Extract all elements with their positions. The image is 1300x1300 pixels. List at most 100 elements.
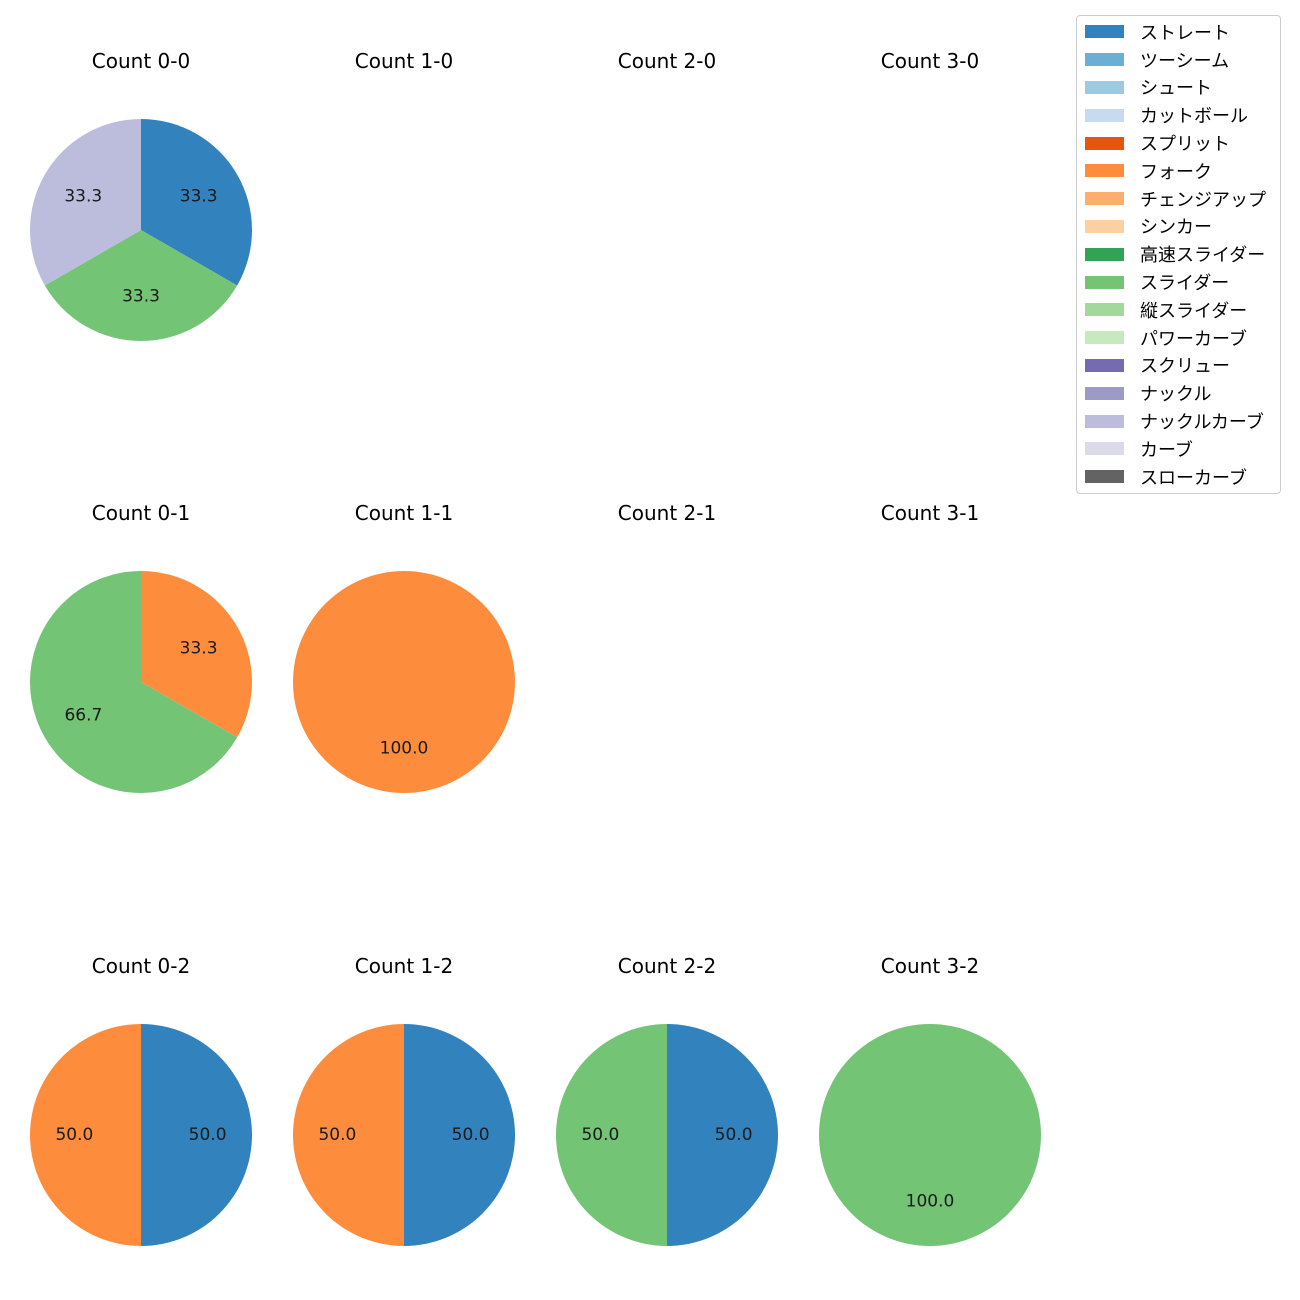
- pie-slice: [29, 119, 141, 286]
- slice-label: 50.0: [55, 1125, 93, 1145]
- pie-panel: Count 1-0: [355, 49, 453, 73]
- panel-title: Count 1-2: [355, 954, 453, 978]
- legend-label: チェンジアップ: [1140, 189, 1266, 211]
- panel-title: Count 0-1: [92, 501, 190, 525]
- legend-label: ストレート: [1140, 22, 1230, 44]
- slice-label: 33.3: [122, 287, 160, 307]
- slice-label: 66.7: [64, 705, 102, 725]
- pie-slice: [293, 571, 515, 793]
- legend-swatch: [1085, 275, 1124, 289]
- slice-label: 100.0: [906, 1192, 955, 1212]
- pie-panel: Count 3-0: [881, 49, 979, 73]
- legend-swatch: [1085, 80, 1124, 94]
- legend-swatch: [1085, 358, 1124, 372]
- legend-label: シュート: [1140, 78, 1212, 100]
- legend-item: スライダー: [1077, 268, 1280, 296]
- panel-title: Count 1-0: [355, 49, 453, 73]
- legend-label: ナックル: [1140, 384, 1212, 406]
- pie-slice: [667, 1024, 778, 1246]
- legend-label: カーブ: [1140, 439, 1193, 461]
- legend-swatch: [1085, 219, 1124, 233]
- legend-item: 縦スライダー: [1077, 296, 1280, 324]
- pie-panel: Count 0-0 33.3 33.3 33.3: [29, 49, 253, 342]
- legend-item: ナックル: [1077, 379, 1280, 407]
- panel-title: Count 2-2: [618, 954, 716, 978]
- legend-label: スクリュー: [1140, 356, 1230, 378]
- pie-panel: Count 3-1: [881, 501, 979, 525]
- legend-label: スプリット: [1140, 134, 1230, 156]
- slice-label: 33.3: [180, 639, 218, 659]
- panel-title: Count 0-0: [92, 49, 190, 73]
- legend-item: 高速スライダー: [1077, 240, 1280, 268]
- pie-panel: Count 2-0: [618, 49, 716, 73]
- legend-item: パワーカーブ: [1077, 324, 1280, 352]
- legend-label: 高速スライダー: [1140, 245, 1266, 267]
- panel-title: Count 2-0: [618, 49, 716, 73]
- legend-item: スプリット: [1077, 129, 1280, 157]
- pie-slice: [293, 1024, 404, 1246]
- legend-item: ツーシーム: [1077, 46, 1280, 74]
- legend-swatch: [1085, 414, 1124, 428]
- pie-panel: Count 1-2 50.0 50.0: [293, 954, 515, 1246]
- legend-item: スクリュー: [1077, 352, 1280, 380]
- legend-item: スローカーブ: [1077, 463, 1280, 491]
- slice-label: 50.0: [581, 1125, 619, 1145]
- legend-label: パワーカーブ: [1140, 328, 1247, 350]
- panel-title: Count 2-1: [618, 501, 716, 525]
- panel-title: Count 3-2: [881, 954, 979, 978]
- legend-swatch: [1085, 164, 1124, 178]
- pie-slice: [141, 1024, 252, 1246]
- pie-slice: [29, 570, 238, 793]
- legend-item: ストレート: [1077, 18, 1280, 46]
- legend-label: ナックルカーブ: [1140, 412, 1264, 434]
- legend-item: シンカー: [1077, 213, 1280, 241]
- legend-swatch: [1085, 25, 1124, 39]
- slice-label: 50.0: [189, 1125, 227, 1145]
- pie-panel: Count 2-2 50.0 50.0: [556, 954, 778, 1246]
- pie-panel: Count 0-2 50.0 50.0: [30, 954, 252, 1246]
- panel-title: Count 3-0: [881, 49, 979, 73]
- legend-label: シンカー: [1140, 217, 1212, 239]
- slice-label: 100.0: [380, 739, 429, 759]
- legend-label: ツーシーム: [1140, 50, 1230, 72]
- legend-swatch: [1085, 303, 1124, 317]
- legend-label: 縦スライダー: [1140, 300, 1248, 322]
- pie-slice: [30, 1024, 141, 1246]
- legend-item: カットボール: [1077, 101, 1280, 129]
- legend-swatch: [1085, 53, 1124, 67]
- pie-panel: Count 3-2 100.0: [819, 954, 1041, 1246]
- legend-item: チェンジアップ: [1077, 185, 1280, 213]
- slice-label: 50.0: [318, 1125, 356, 1145]
- pie-slice: [141, 571, 252, 738]
- legend-swatch: [1085, 331, 1124, 345]
- pie-panel: Count 1-1 100.0: [293, 501, 515, 793]
- panel-title: Count 1-1: [355, 501, 453, 525]
- legend-swatch: [1085, 192, 1124, 206]
- pie-slice: [819, 1024, 1041, 1246]
- legend-label: スローカーブ: [1140, 467, 1247, 489]
- legend-swatch: [1085, 470, 1124, 484]
- legend-item: ナックルカーブ: [1077, 407, 1280, 435]
- legend-label: カットボール: [1140, 106, 1248, 128]
- panel-title: Count 0-2: [92, 954, 190, 978]
- legend-label: スライダー: [1140, 273, 1230, 295]
- slice-label: 33.3: [64, 187, 102, 207]
- slice-label: 50.0: [715, 1125, 753, 1145]
- legend-swatch: [1085, 136, 1124, 150]
- legend-swatch: [1085, 442, 1124, 456]
- pie-slice: [404, 1024, 515, 1246]
- pie-slice: [556, 1024, 667, 1246]
- pie-panel: Count 2-1: [618, 501, 716, 525]
- legend-swatch: [1085, 108, 1124, 122]
- pie-slice: [141, 119, 253, 286]
- panel-title: Count 3-1: [881, 501, 979, 525]
- legend-item: シュート: [1077, 74, 1280, 102]
- legend-item: フォーク: [1077, 157, 1280, 185]
- legend-label: フォーク: [1140, 161, 1212, 183]
- legend-item: カーブ: [1077, 435, 1280, 463]
- pie-panel: Count 0-1 33.3 66.7: [29, 501, 252, 793]
- legend-swatch: [1085, 386, 1124, 400]
- slice-label: 33.3: [180, 187, 218, 207]
- legend: ストレートツーシームシュートカットボール スプリットフォークチェンジアップ シンカー…: [1076, 15, 1281, 494]
